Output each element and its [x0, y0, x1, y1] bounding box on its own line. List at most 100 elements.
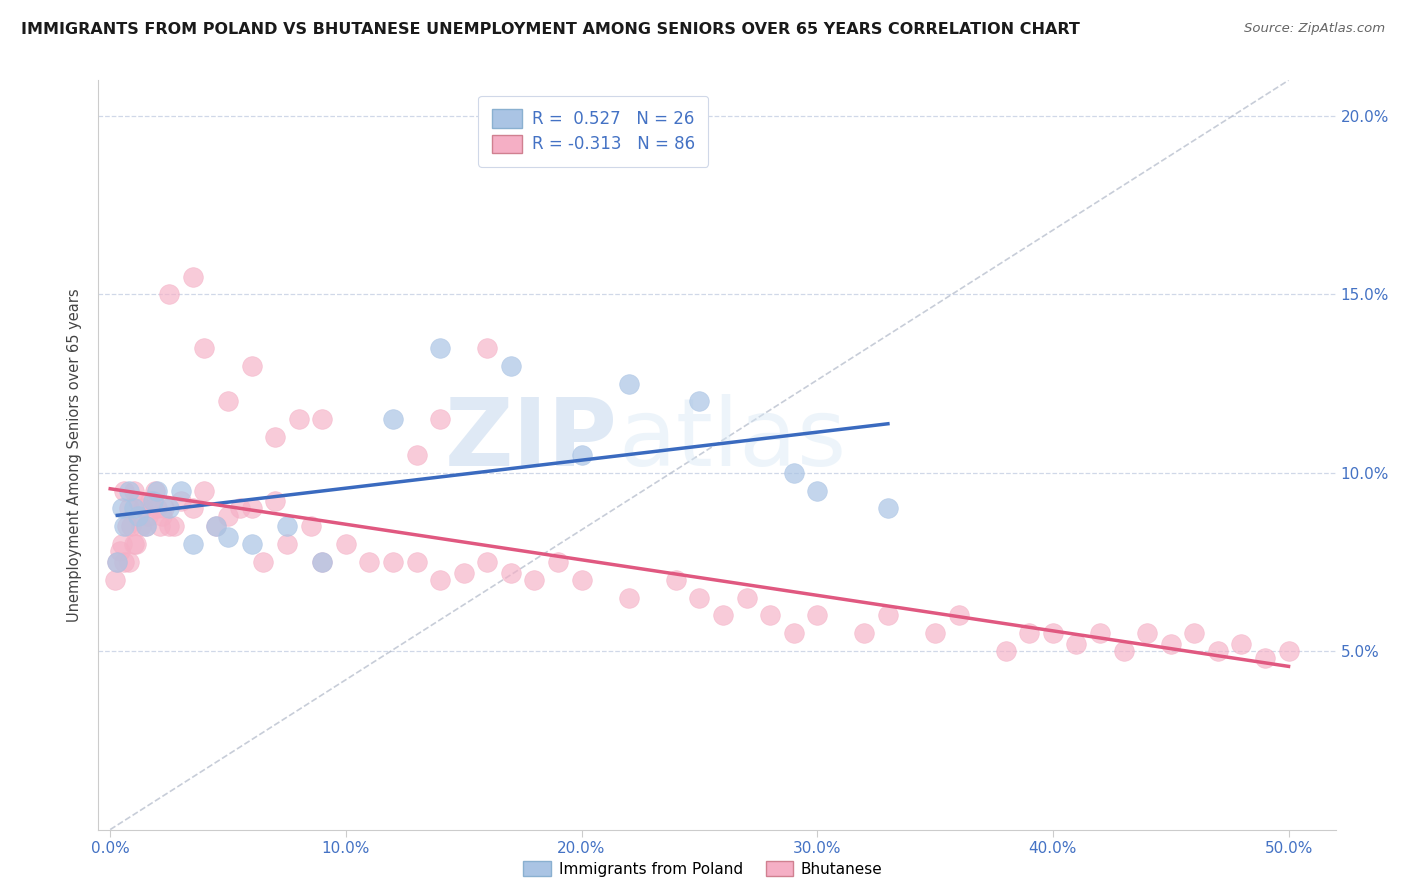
Point: [240, 537, 263, 551]
Point: [711, 608, 734, 623]
Point: [127, 494, 149, 508]
Point: [150, 508, 173, 523]
Point: [547, 555, 569, 569]
Point: [181, 537, 204, 551]
Point: [429, 341, 451, 355]
Point: [118, 555, 141, 569]
Point: [499, 566, 522, 580]
Point: [311, 555, 333, 569]
Point: [994, 644, 1017, 658]
Point: [104, 573, 127, 587]
Point: [118, 483, 141, 498]
Point: [405, 555, 427, 569]
Text: atlas: atlas: [619, 394, 846, 486]
Point: [1042, 626, 1064, 640]
Point: [122, 537, 145, 551]
Point: [193, 341, 215, 355]
Point: [453, 566, 475, 580]
Point: [477, 341, 499, 355]
Point: [240, 359, 263, 373]
Point: [229, 501, 252, 516]
Point: [105, 555, 128, 569]
Point: [157, 287, 180, 301]
Point: [240, 501, 263, 516]
Point: [853, 626, 876, 640]
Point: [499, 359, 522, 373]
Point: [759, 608, 782, 623]
Text: ZIP: ZIP: [446, 394, 619, 486]
Point: [217, 530, 239, 544]
Point: [1277, 644, 1299, 658]
Point: [217, 508, 239, 523]
Point: [146, 483, 169, 498]
Point: [105, 555, 128, 569]
Point: [735, 591, 758, 605]
Point: [264, 494, 287, 508]
Point: [205, 519, 228, 533]
Point: [299, 519, 322, 533]
Point: [782, 626, 804, 640]
Point: [877, 501, 900, 516]
Point: [181, 501, 204, 516]
Point: [948, 608, 970, 623]
Point: [143, 483, 166, 498]
Point: [1136, 626, 1159, 640]
Point: [111, 501, 134, 516]
Point: [136, 508, 159, 523]
Point: [122, 501, 145, 516]
Point: [806, 608, 828, 623]
Point: [264, 430, 287, 444]
Point: [170, 483, 193, 498]
Point: [170, 494, 193, 508]
Point: [1112, 644, 1135, 658]
Point: [252, 555, 274, 569]
Point: [617, 376, 640, 391]
Point: [1160, 637, 1182, 651]
Point: [135, 519, 157, 533]
Legend: R =  0.527   N = 26, R = -0.313   N = 86: R = 0.527 N = 26, R = -0.313 N = 86: [478, 96, 709, 167]
Point: [311, 555, 333, 569]
Point: [877, 608, 900, 623]
Point: [115, 519, 138, 533]
Legend: Immigrants from Poland, Bhutanese: Immigrants from Poland, Bhutanese: [516, 853, 890, 884]
Point: [1088, 626, 1111, 640]
Point: [112, 483, 135, 498]
Point: [129, 519, 152, 533]
Point: [429, 573, 451, 587]
Point: [112, 519, 135, 533]
Point: [120, 519, 142, 533]
Point: [276, 519, 298, 533]
Point: [127, 508, 149, 523]
Text: IMMIGRANTS FROM POLAND VS BHUTANESE UNEMPLOYMENT AMONG SENIORS OVER 65 YEARS COR: IMMIGRANTS FROM POLAND VS BHUTANESE UNEM…: [21, 22, 1080, 37]
Point: [1066, 637, 1088, 651]
Point: [359, 555, 381, 569]
Point: [382, 555, 405, 569]
Point: [429, 412, 451, 426]
Point: [118, 501, 141, 516]
Point: [1206, 644, 1229, 658]
Point: [276, 537, 298, 551]
Point: [688, 394, 710, 409]
Point: [924, 626, 946, 640]
Point: [806, 483, 828, 498]
Point: [382, 412, 405, 426]
Point: [335, 537, 357, 551]
Point: [163, 519, 186, 533]
Point: [1018, 626, 1040, 640]
Point: [149, 519, 172, 533]
Point: [125, 537, 148, 551]
Point: [405, 448, 427, 462]
Point: [135, 519, 157, 533]
Point: [205, 519, 228, 533]
Point: [287, 412, 309, 426]
Point: [617, 591, 640, 605]
Point: [311, 412, 333, 426]
Point: [1182, 626, 1205, 640]
Point: [571, 448, 593, 462]
Point: [181, 269, 204, 284]
Point: [139, 494, 162, 508]
Point: [111, 537, 134, 551]
Point: [157, 501, 180, 516]
Point: [523, 573, 546, 587]
Point: [217, 394, 239, 409]
